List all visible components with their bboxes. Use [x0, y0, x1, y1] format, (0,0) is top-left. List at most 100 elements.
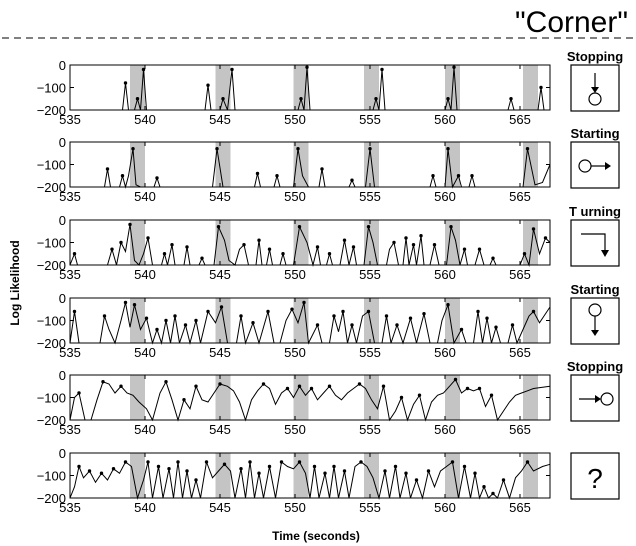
x-tick-label: 555 [359, 422, 381, 437]
peak-marker [384, 314, 389, 318]
peak-marker [477, 247, 482, 251]
peak-marker [525, 460, 530, 464]
x-tick-label: 550 [284, 267, 306, 282]
peak-marker [366, 309, 371, 314]
peak-marker [164, 318, 168, 323]
highlight-interval [130, 65, 145, 110]
x-tick-label: 540 [134, 422, 156, 437]
x-tick-label: 555 [359, 267, 381, 282]
peak-marker [146, 236, 150, 240]
x-tick-label: 565 [509, 500, 531, 515]
peak-marker [305, 65, 309, 69]
peak-marker [494, 325, 498, 329]
x-tick-label: 540 [134, 345, 156, 360]
y-tick-label: 0 [59, 446, 66, 461]
peak-marker [414, 478, 419, 482]
peak-marker [351, 245, 356, 249]
x-tick-label: 555 [359, 500, 381, 515]
activity-label: Starting [570, 126, 619, 141]
x-tick-label: 550 [284, 500, 306, 515]
x-axis-label: Time (seconds) [272, 529, 360, 543]
activity-label: Starting [570, 282, 619, 297]
peak-marker [297, 384, 302, 388]
y-tick-label: −200 [37, 258, 66, 273]
arrow-right-head [595, 395, 601, 403]
peak-marker [411, 243, 416, 247]
y-tick-label: 0 [59, 368, 66, 383]
peak-marker [296, 147, 300, 151]
x-tick-label: 535 [59, 112, 81, 127]
highlight-interval [523, 65, 538, 110]
peak-marker [395, 323, 399, 327]
peak-marker [539, 85, 543, 90]
peak-marker [216, 225, 221, 229]
x-tick-label: 560 [434, 189, 456, 204]
peak-marker [77, 464, 81, 469]
peak-marker [485, 316, 489, 320]
x-tick-label: 550 [284, 189, 306, 204]
peak-marker [285, 386, 290, 391]
peak-marker [185, 245, 189, 249]
peak-marker [72, 309, 77, 314]
highlight-interval [293, 220, 309, 265]
highlight-interval [293, 375, 309, 420]
highlight-interval [364, 298, 379, 343]
peak-marker [135, 97, 140, 101]
figure-title: "Corner" [515, 6, 628, 39]
peak-marker [110, 247, 114, 251]
peak-marker [194, 318, 198, 323]
peak-marker [342, 469, 347, 473]
likelihood-line [69, 378, 551, 422]
x-tick-label: 540 [134, 189, 156, 204]
peak-marker [473, 471, 477, 475]
peak-marker [491, 491, 495, 496]
peak-marker [267, 247, 272, 251]
x-tick-label: 565 [509, 112, 531, 127]
peak-marker [72, 252, 77, 256]
peak-marker [119, 240, 123, 245]
peak-marker [218, 382, 222, 386]
highlight-interval [215, 298, 231, 343]
peak-marker [167, 467, 171, 471]
peak-marker [299, 97, 303, 101]
y-tick-label: −200 [37, 180, 66, 195]
y-axis-label: Log Likelihood [8, 240, 22, 325]
x-tick-label: 565 [509, 189, 531, 204]
peak-marker [176, 460, 180, 464]
peak-marker [275, 174, 279, 178]
peak-marker [531, 227, 536, 231]
peak-marker [230, 67, 234, 72]
peak-marker [302, 300, 306, 305]
x-tick-label: 545 [209, 112, 231, 127]
x-tick-label: 565 [509, 267, 531, 282]
y-tick-label: −200 [37, 103, 66, 118]
peak-marker [431, 174, 435, 178]
x-tick-label: 560 [434, 422, 456, 437]
peak-marker [419, 234, 423, 238]
icon-box [570, 452, 620, 500]
peak-marker [141, 67, 146, 72]
peak-marker [257, 238, 261, 242]
peak-marker [393, 464, 398, 469]
x-tick-label: 550 [284, 345, 306, 360]
x-tick-label: 535 [59, 422, 81, 437]
peak-marker [185, 469, 189, 473]
peak-marker [327, 252, 332, 256]
peak-marker [312, 464, 317, 469]
x-tick-label: 560 [434, 345, 456, 360]
peak-marker [374, 97, 378, 101]
y-tick-label: 0 [59, 213, 66, 228]
peak-marker [128, 222, 132, 227]
peak-marker [432, 243, 437, 247]
x-tick-label: 535 [59, 267, 81, 282]
peak-marker [257, 471, 261, 475]
peak-marker [462, 464, 467, 469]
peak-marker [87, 469, 92, 473]
peak-marker [383, 469, 387, 473]
x-tick-label: 535 [59, 189, 81, 204]
y-tick-label: −100 [37, 391, 66, 406]
peak-marker [456, 174, 461, 178]
